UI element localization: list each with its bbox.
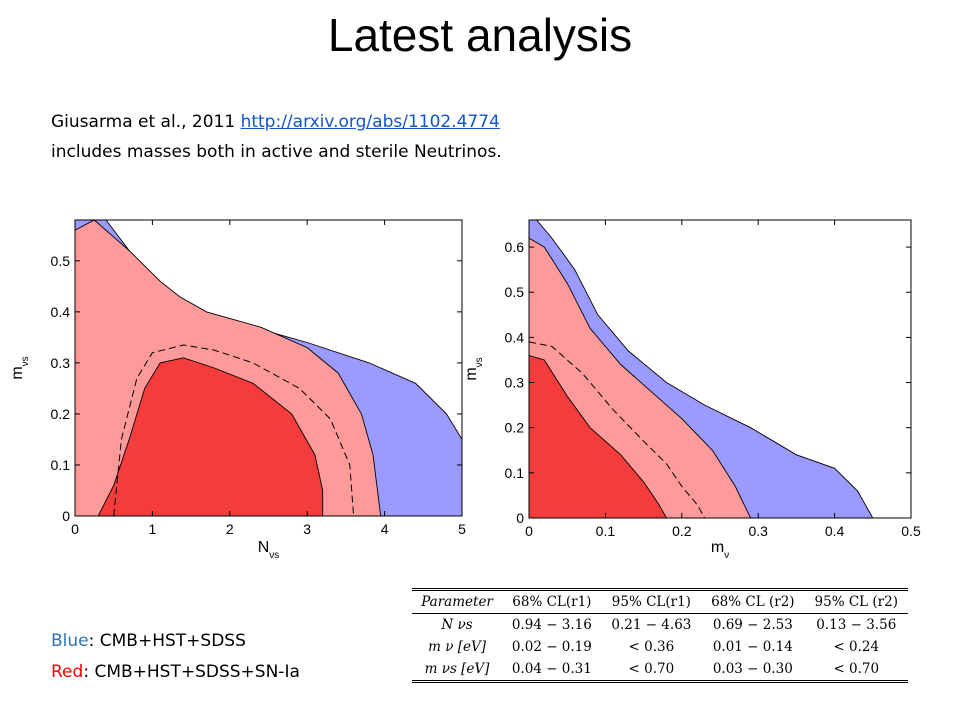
x-tick-label: 0.1 (596, 523, 616, 539)
y-tick-label: 0.4 (505, 329, 525, 345)
x-axis-label: mν (711, 539, 729, 561)
table-row: m ν [eV] 0.02 − 0.19 < 0.36 0.01 − 0.14 < 0.… (412, 636, 908, 658)
table-cell: m νs [eV] (424, 661, 490, 677)
y-tick-label: 0 (62, 508, 70, 524)
reference-description: includes masses both in active and steri… (51, 142, 502, 162)
y-axis-label-sub: νs (474, 357, 485, 367)
plot-frame (74, 219, 463, 517)
y-tick-label: 0.3 (51, 355, 71, 371)
x-tick-label: 2 (226, 521, 234, 537)
plot-frame (528, 219, 912, 519)
table-cell: 0.03 − 0.30 (712, 661, 793, 677)
y-tick-label: 0.5 (51, 253, 71, 269)
x-tick-label: 4 (381, 521, 389, 537)
table-cell: < 0.36 (628, 639, 675, 655)
x-tick-label: 0.4 (825, 523, 845, 539)
table-cell: < 0.24 (833, 639, 880, 655)
table-cell: N νs (441, 617, 473, 633)
arxiv-link[interactable]: http://arxiv.org/abs/1102.4774 (240, 112, 500, 132)
page-title: Latest analysis (327, 9, 633, 61)
contour-red (97, 357, 324, 516)
table-header-row: Parameter 68% CL(r1) 95% CL(r1) 68% CL (r2)… (412, 589, 908, 614)
y-tick-label: 0 (516, 510, 524, 526)
table-header-cell: 68% CL(r1) (512, 594, 592, 610)
y-axis-label: mνs (463, 357, 485, 380)
x-tick-label: 0.5 (901, 523, 921, 539)
reference-line: Giusarma et al., 2011 http://arxiv.org/a… (51, 112, 500, 132)
table-header-cell: Parameter (421, 594, 493, 610)
x-tick-label: 1 (149, 521, 157, 537)
x-tick-label: 0.3 (748, 523, 768, 539)
y-tick-label: 0.6 (505, 239, 525, 255)
plot-area (529, 220, 911, 518)
y-tick-label: 0.4 (51, 304, 71, 320)
contour-dashed (113, 344, 355, 516)
table-cell: 0.04 − 0.31 (511, 661, 592, 677)
x-axis-label-sub: ν (724, 550, 729, 561)
x-tick-label: 0.2 (672, 523, 692, 539)
legend-red-text: : CMB+HST+SDSS+SN-Ia (83, 662, 300, 682)
table-cell: 0.94 − 3.16 (511, 617, 592, 633)
x-tick-label: 0 (71, 521, 79, 537)
results-table: Parameter 68% CL(r1) 95% CL(r1) 68% CL (r2)… (412, 588, 908, 683)
table-row: N νs 0.94 − 3.16 0.21 − 4.63 0.69 − 2.53 0.1… (412, 614, 908, 637)
table-cell: < 0.70 (833, 661, 880, 677)
table-cell: < 0.70 (628, 661, 675, 677)
contour-red (529, 355, 668, 518)
y-tick-label: 0.3 (505, 375, 525, 391)
table-header-cell: 95% CL(r1) (611, 594, 691, 610)
legend-red: Red: CMB+HST+SDSS+SN-Ia (51, 662, 300, 682)
x-axis-label-sub: νs (269, 550, 279, 561)
table-cell: m ν [eV] (428, 639, 486, 655)
legend-blue-name: Blue (51, 631, 89, 651)
contour-dashed (529, 341, 706, 518)
y-axis-label-sub: νs (20, 356, 31, 366)
table-header-cell: 68% CL (r2) (711, 594, 795, 610)
table-cell: 0.02 − 0.19 (511, 639, 592, 655)
table-cell: 0.21 − 4.63 (611, 617, 692, 633)
y-tick-label: 0.2 (51, 406, 71, 422)
plot-area (75, 220, 462, 516)
y-tick-label: 0.5 (505, 284, 525, 300)
table-cell: 0.01 − 0.14 (712, 639, 793, 655)
citation: Giusarma et al., 2011 (51, 112, 236, 132)
x-tick-label: 3 (303, 521, 311, 537)
legend-red-name: Red (51, 662, 84, 682)
legend-blue: Blue: CMB+HST+SDSS (51, 631, 246, 651)
table-row: m νs [eV] 0.04 − 0.31 < 0.70 0.03 − 0.30 < 0… (412, 658, 908, 682)
table-cell: 0.69 − 2.53 (712, 617, 793, 633)
table-cell: 0.13 − 3.56 (816, 617, 897, 633)
y-tick-label: 0.2 (505, 420, 525, 436)
legend-blue-text: : CMB+HST+SDSS (88, 631, 246, 651)
y-tick-label: 0.1 (51, 457, 71, 473)
x-tick-label: 5 (458, 521, 466, 537)
table-header-cell: 95% CL (r2) (814, 594, 898, 610)
x-tick-label: 0 (525, 523, 533, 539)
table-body: N νs 0.94 − 3.16 0.21 − 4.63 0.69 − 2.53 0.1… (412, 614, 908, 682)
y-tick-label: 0.1 (505, 465, 525, 481)
